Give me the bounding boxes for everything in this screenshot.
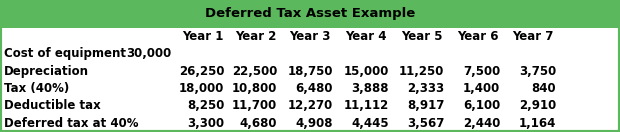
Text: Year 2: Year 2 [235, 30, 277, 43]
Text: Year 7: Year 7 [513, 30, 554, 43]
Text: 3,888: 3,888 [352, 82, 389, 95]
Text: 26,250: 26,250 [179, 65, 224, 78]
Text: Cost of equipment: Cost of equipment [4, 47, 126, 60]
Text: 8,250: 8,250 [187, 99, 224, 112]
Text: 12,270: 12,270 [288, 99, 333, 112]
Text: 2,910: 2,910 [519, 99, 556, 112]
Text: 2,440: 2,440 [463, 117, 500, 130]
Text: 3,567: 3,567 [407, 117, 445, 130]
Text: 3,300: 3,300 [187, 117, 224, 130]
Text: 4,680: 4,680 [240, 117, 277, 130]
Text: 30,000: 30,000 [126, 47, 172, 60]
Text: 840: 840 [531, 82, 556, 95]
Text: Year 4: Year 4 [345, 30, 386, 43]
Text: 6,100: 6,100 [463, 99, 500, 112]
Text: 10,800: 10,800 [232, 82, 277, 95]
Text: Tax (40%): Tax (40%) [4, 82, 69, 95]
Text: 3,750: 3,750 [519, 65, 556, 78]
Text: 11,700: 11,700 [232, 99, 277, 112]
Text: 18,750: 18,750 [288, 65, 333, 78]
Text: 4,445: 4,445 [351, 117, 389, 130]
Text: Year 6: Year 6 [457, 30, 498, 43]
Text: 4,908: 4,908 [296, 117, 333, 130]
Text: Year 5: Year 5 [401, 30, 442, 43]
Text: 11,250: 11,250 [399, 65, 445, 78]
Text: 6,480: 6,480 [296, 82, 333, 95]
Text: 18,000: 18,000 [179, 82, 224, 95]
Text: Deductible tax: Deductible tax [4, 99, 100, 112]
Text: Deferred Tax Asset Example: Deferred Tax Asset Example [205, 7, 415, 20]
Text: 7,500: 7,500 [463, 65, 500, 78]
Text: 1,164: 1,164 [519, 117, 556, 130]
Text: 8,917: 8,917 [407, 99, 445, 112]
Bar [0, 0, 620, 28]
Text: 1,400: 1,400 [463, 82, 500, 95]
Text: Year 1: Year 1 [182, 30, 224, 43]
Text: 11,112: 11,112 [343, 99, 389, 112]
Text: Depreciation: Depreciation [4, 65, 89, 78]
Text: 22,500: 22,500 [232, 65, 277, 78]
Text: 2,333: 2,333 [407, 82, 445, 95]
Text: Year 3: Year 3 [290, 30, 330, 43]
Text: 15,000: 15,000 [343, 65, 389, 78]
Text: Deferred tax at 40%: Deferred tax at 40% [4, 117, 138, 130]
